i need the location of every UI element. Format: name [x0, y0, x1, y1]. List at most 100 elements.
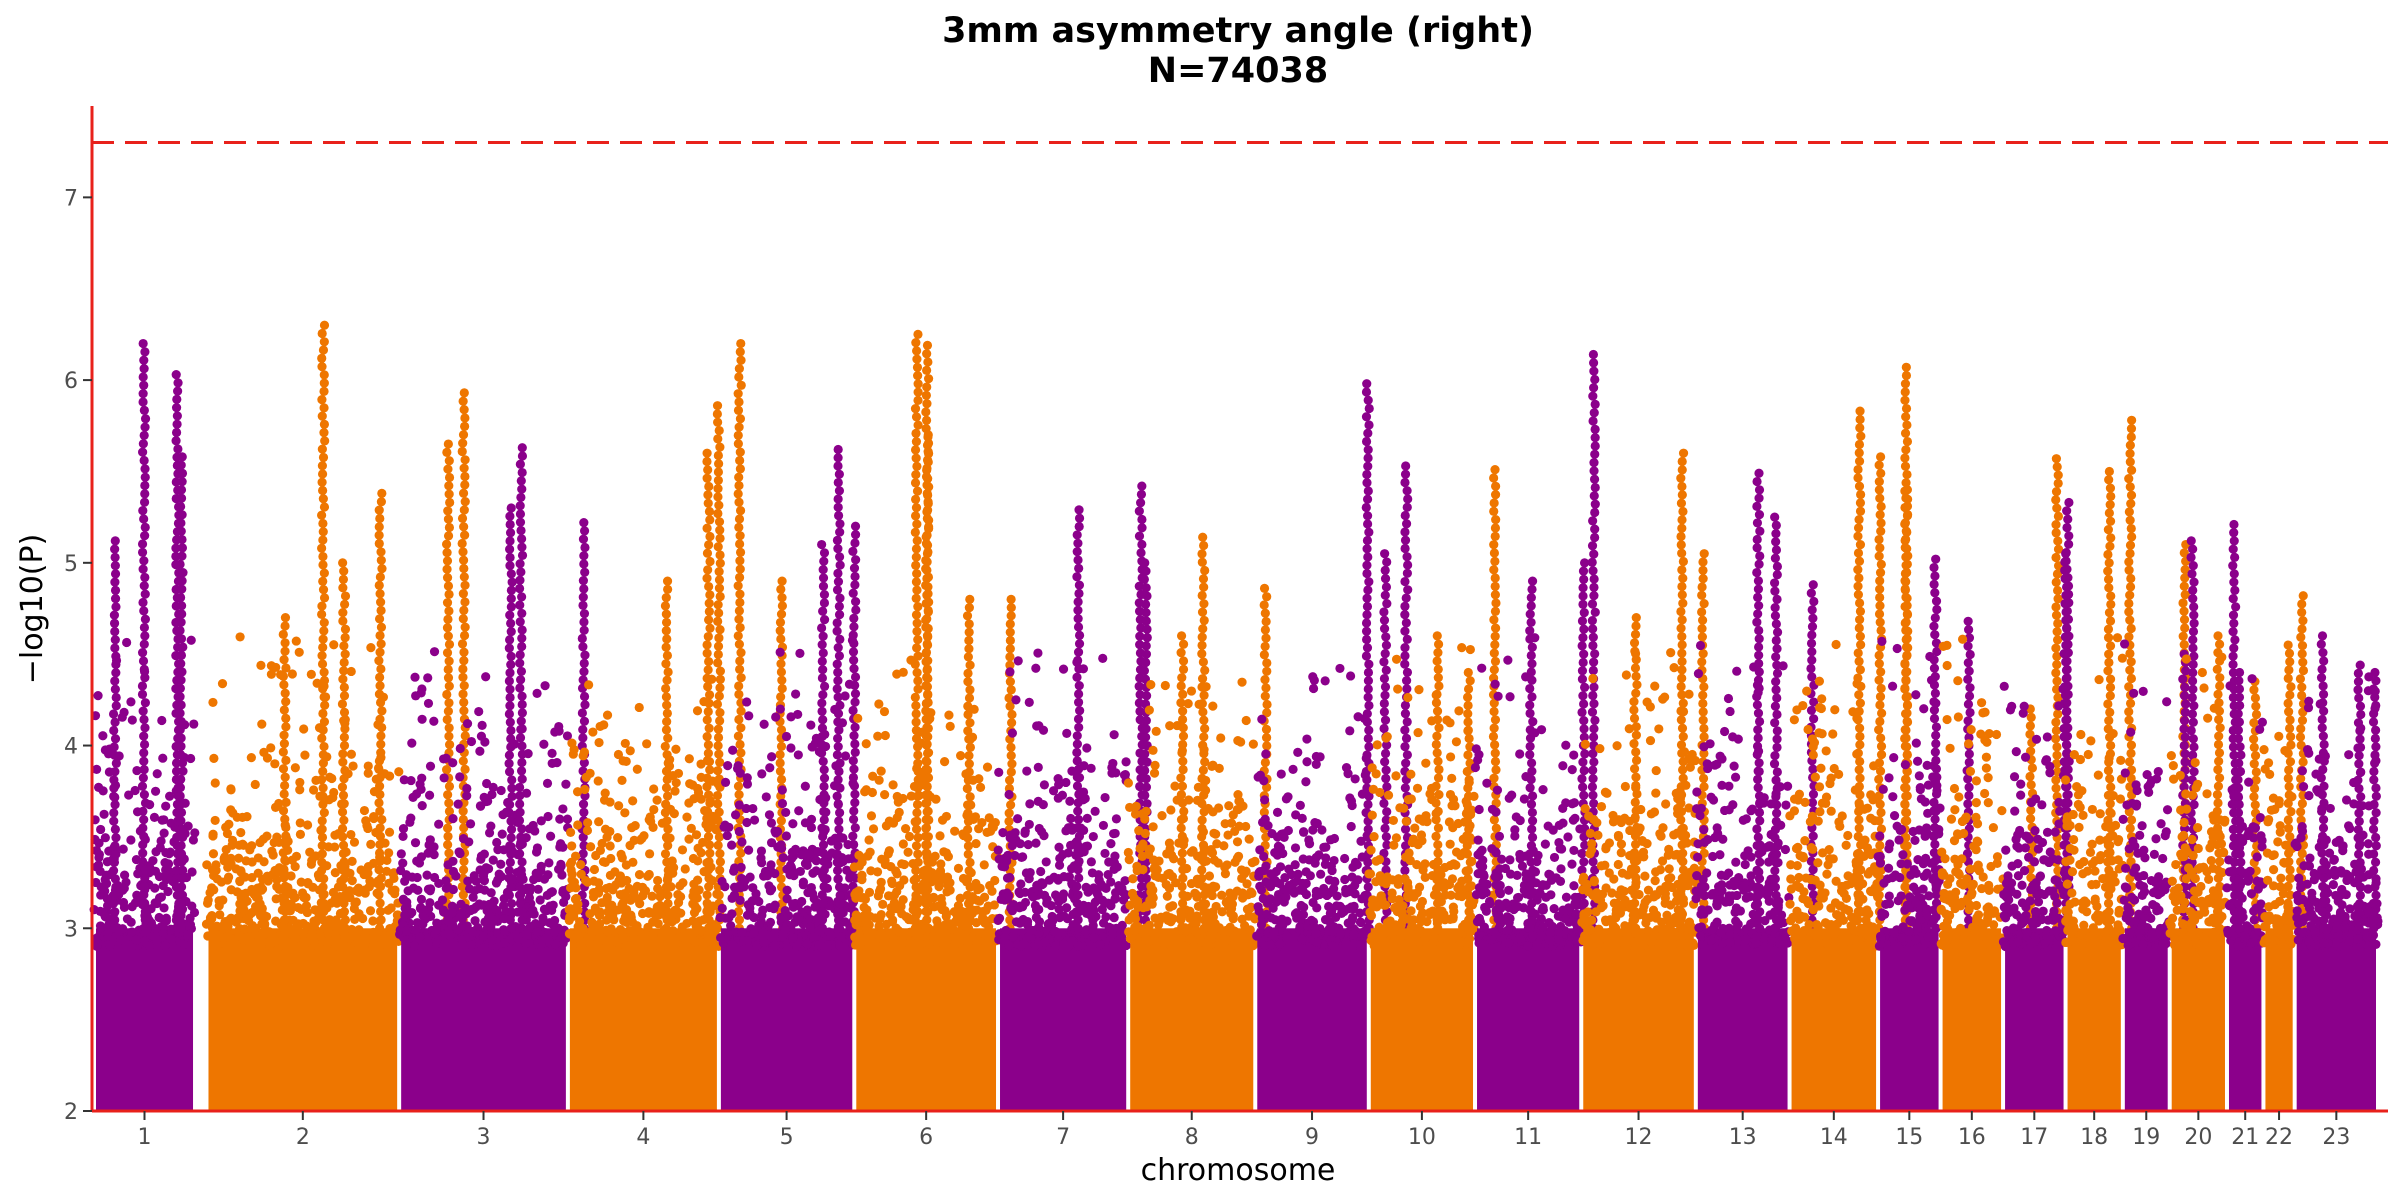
peak-point — [506, 734, 516, 744]
peak-point — [338, 840, 349, 850]
peak-point — [318, 783, 328, 793]
peak-point — [1400, 651, 1410, 661]
peak-point — [1072, 756, 1082, 766]
data-point — [1050, 927, 1060, 937]
data-point — [539, 874, 550, 884]
data-point — [1106, 839, 1116, 849]
peak-point — [713, 658, 723, 668]
data-point — [749, 815, 760, 825]
peak-point — [712, 409, 722, 419]
peak-point — [317, 411, 327, 421]
data-point — [669, 808, 679, 819]
peak-point — [922, 664, 932, 674]
peak-point — [1072, 781, 1083, 791]
data-point — [399, 775, 409, 785]
peak-point — [734, 372, 744, 382]
data-point — [533, 884, 543, 894]
data-point — [161, 801, 171, 811]
data-point — [1261, 749, 1271, 759]
data-point — [124, 790, 134, 800]
data-point — [441, 883, 451, 893]
data-point — [1207, 848, 1218, 858]
peak-point — [818, 831, 828, 842]
peak-point — [339, 599, 350, 609]
peak-point — [176, 907, 186, 917]
peak-point — [910, 511, 921, 521]
peak-point — [963, 833, 973, 843]
peak-point — [443, 831, 453, 842]
peak-point — [375, 773, 385, 783]
data-point — [425, 835, 435, 845]
data-point — [751, 889, 761, 899]
peak-point — [579, 518, 589, 528]
data-point — [1089, 932, 1099, 943]
peak-point — [702, 456, 712, 467]
peak-point — [110, 874, 120, 884]
peak-point — [963, 709, 973, 720]
data-point — [860, 787, 870, 797]
peak-point — [516, 567, 526, 577]
data-point — [788, 819, 798, 829]
data-point — [566, 857, 577, 867]
peak-point — [851, 555, 861, 565]
peak-point — [850, 597, 861, 607]
data-point — [1329, 833, 1340, 844]
peak-point — [339, 691, 350, 701]
peak-point — [832, 626, 842, 636]
peak-point — [1072, 731, 1082, 741]
peak-point — [172, 411, 182, 421]
data-point — [1042, 895, 1052, 905]
peak-point — [110, 593, 121, 604]
peak-point — [175, 783, 185, 793]
data-point — [1109, 730, 1119, 740]
peak-point — [1198, 624, 1208, 634]
peak-point — [1400, 601, 1410, 611]
data-point — [1302, 734, 1312, 744]
peak-point — [1199, 582, 1209, 592]
chromosome-7-points — [993, 481, 1152, 1111]
peak-point — [849, 764, 859, 774]
data-point — [887, 878, 897, 889]
data-point — [288, 888, 298, 898]
data-point — [891, 866, 901, 876]
peak-point — [663, 758, 673, 768]
peak-point — [1074, 664, 1084, 674]
peak-point — [139, 815, 149, 825]
peak-point — [340, 915, 351, 925]
data-point — [601, 883, 612, 894]
peak-point — [1379, 798, 1389, 809]
peak-point — [850, 680, 860, 690]
peak-point — [850, 521, 861, 531]
peak-point — [110, 544, 120, 554]
peak-point — [715, 591, 725, 602]
peak-point — [1197, 557, 1207, 567]
data-point — [1237, 914, 1247, 924]
peak-point — [139, 622, 150, 633]
data-point — [291, 636, 301, 646]
peak-point — [375, 672, 385, 682]
peak-point — [833, 692, 843, 702]
peak-point — [663, 584, 673, 594]
data-point — [1038, 725, 1049, 735]
data-point — [1228, 914, 1238, 924]
peak-point — [317, 361, 327, 372]
peak-point — [848, 772, 859, 783]
peak-point — [318, 758, 328, 768]
peak-point — [1074, 722, 1084, 733]
peak-point — [444, 456, 454, 466]
peak-point — [662, 717, 672, 727]
peak-point — [833, 494, 843, 504]
peak-point — [318, 452, 329, 463]
data-point — [479, 876, 490, 886]
data-point — [425, 761, 436, 771]
peak-point — [1361, 626, 1372, 636]
data-point — [1140, 814, 1150, 824]
data-point — [1109, 829, 1119, 839]
data-point — [466, 905, 476, 916]
peak-point — [921, 890, 931, 900]
data-point — [1226, 903, 1237, 914]
peak-point — [704, 598, 714, 608]
peak-point — [278, 747, 288, 757]
peak-point — [176, 518, 186, 528]
peak-point — [1178, 723, 1188, 733]
